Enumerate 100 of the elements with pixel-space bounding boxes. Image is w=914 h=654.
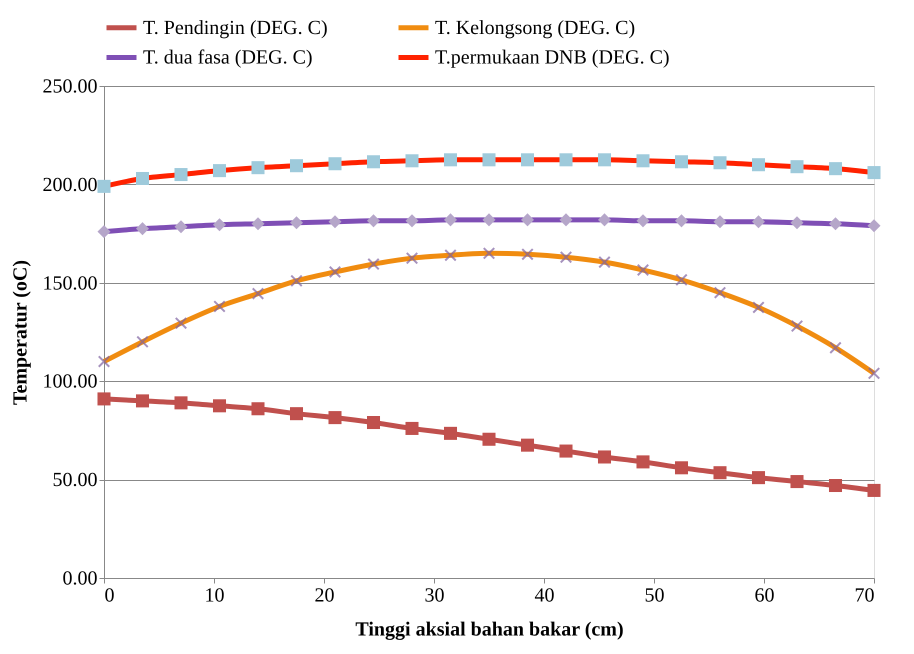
x-tick-label: 30 [424, 584, 444, 606]
point [520, 153, 534, 166]
point [675, 274, 688, 286]
point [867, 219, 881, 232]
point [366, 214, 380, 228]
point [828, 162, 842, 176]
point [212, 164, 226, 178]
y-tick-label: 0.00 [62, 568, 98, 590]
point [828, 478, 842, 492]
point [97, 392, 111, 406]
point [560, 250, 572, 264]
point [251, 217, 265, 230]
point [290, 159, 304, 172]
point [713, 215, 727, 228]
point [752, 301, 765, 314]
point [366, 155, 380, 168]
point [328, 157, 342, 170]
y-tick-label: 200.00 [42, 174, 98, 196]
point [790, 216, 804, 230]
point [752, 215, 766, 228]
point [251, 402, 265, 416]
point [212, 218, 226, 232]
point [367, 258, 380, 270]
y-tick-label: 50.00 [52, 469, 98, 492]
point [174, 316, 188, 330]
x-tick-label: 0 [104, 584, 114, 606]
x-tick-label: 20 [314, 584, 334, 606]
point [174, 168, 188, 182]
x-tick-label: 70 [854, 584, 874, 606]
point [136, 222, 150, 236]
point [405, 214, 419, 228]
y-axis-title: Temperatur (oC) [10, 260, 32, 405]
point [636, 455, 650, 468]
point [251, 161, 265, 174]
point [867, 166, 881, 180]
point [598, 213, 612, 226]
point [521, 248, 534, 261]
point [559, 153, 573, 166]
point [636, 214, 650, 228]
y-tick-label: 250.00 [42, 76, 98, 98]
point [366, 416, 380, 430]
point [290, 216, 304, 230]
point [482, 247, 496, 260]
point [97, 225, 111, 238]
point [406, 252, 418, 264]
x-tick-label: 50 [644, 584, 664, 606]
point [482, 213, 496, 226]
legend-label: T. Pendingin (DEG. C) [143, 16, 328, 39]
point [174, 396, 188, 410]
point [636, 154, 650, 168]
point [598, 450, 612, 464]
point [674, 155, 688, 168]
point [713, 466, 727, 480]
point [444, 426, 458, 440]
legend-label: T.permukaan DNB (DEG. C) [435, 46, 670, 68]
point [790, 160, 804, 174]
point [290, 274, 303, 288]
point [328, 266, 342, 278]
point [444, 213, 458, 226]
point [790, 475, 804, 488]
point [674, 214, 688, 228]
point [252, 287, 264, 300]
point [136, 394, 150, 408]
point [559, 444, 573, 458]
point [520, 438, 534, 452]
point [482, 432, 496, 446]
point [444, 153, 458, 166]
point [482, 153, 496, 166]
point [867, 484, 881, 497]
point [828, 217, 842, 230]
point [212, 399, 226, 412]
x-tick-label: 10 [204, 584, 224, 606]
x-axis-title: Tinggi aksial bahan bakar (cm) [355, 618, 624, 640]
point [213, 300, 226, 313]
point [405, 154, 419, 168]
point [328, 215, 342, 228]
point [713, 156, 727, 170]
point [598, 153, 612, 166]
legend-label: T. dua fasa (DEG. C) [143, 46, 313, 68]
point [559, 213, 573, 226]
point [290, 407, 304, 420]
point [752, 471, 766, 484]
y-tick-label: 150.00 [42, 272, 98, 294]
point [136, 172, 150, 186]
point [752, 158, 766, 172]
point [136, 336, 149, 348]
y-tick-label: 100.00 [42, 370, 98, 393]
point [98, 355, 110, 368]
point [405, 422, 419, 435]
point [790, 320, 804, 332]
point [444, 249, 457, 262]
point [97, 180, 111, 193]
x-tick-label: 40 [534, 584, 554, 606]
x-tick-label: 60 [754, 584, 774, 606]
point [674, 461, 688, 474]
point [868, 367, 880, 380]
point [829, 342, 842, 354]
point [328, 411, 342, 424]
legend-label: T. Kelongsong (DEG. C) [435, 16, 636, 39]
point [714, 286, 726, 299]
